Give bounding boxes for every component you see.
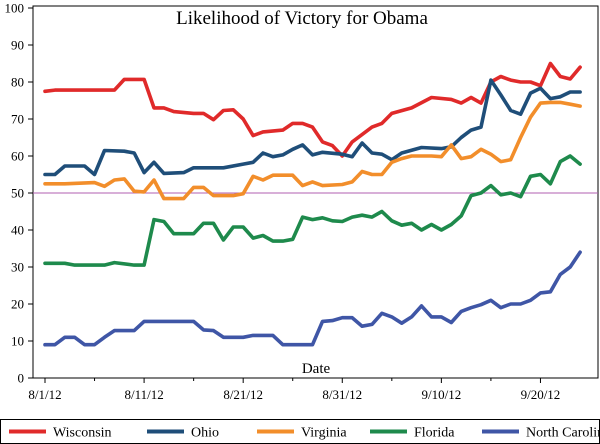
legend: Wisconsin Ohio Virginia Florida North Caroli… bbox=[0, 419, 600, 444]
x-tick-label: 9/20/12 bbox=[521, 387, 561, 402]
plot-area: 0 10 20 30 40 50 60 70 80 90 100 8/1/12 8/11/12 8/21/… bbox=[5, 1, 599, 402]
legend-label-north-carolina: North Carolina bbox=[526, 426, 600, 441]
x-tick-label: 8/21/12 bbox=[223, 387, 263, 402]
y-tick-label: 60 bbox=[11, 149, 24, 164]
series-line-north-carolina bbox=[43, 250, 582, 347]
y-tick-label: 0 bbox=[18, 371, 25, 386]
x-axis-title: Date bbox=[302, 361, 331, 377]
x-tick-label: 9/10/12 bbox=[421, 387, 461, 402]
y-tick-label: 80 bbox=[11, 75, 24, 90]
x-tick-label: 8/31/12 bbox=[322, 387, 362, 402]
y-tick-label: 10 bbox=[11, 334, 24, 349]
y-tick-label: 30 bbox=[11, 260, 24, 275]
series-line-florida bbox=[43, 154, 582, 267]
x-tick-label: 8/1/12 bbox=[28, 387, 61, 402]
chart-title: Likelihood of Victory for Obama bbox=[176, 8, 428, 29]
y-tick-label: 70 bbox=[11, 112, 24, 127]
legend-label-ohio: Ohio bbox=[191, 426, 219, 441]
series-line-ohio bbox=[43, 78, 582, 177]
x-tick-label: 8/11/12 bbox=[124, 387, 163, 402]
y-tick-label: 90 bbox=[11, 38, 24, 53]
legend-label-florida: Florida bbox=[414, 426, 455, 441]
series-line-wisconsin bbox=[43, 61, 582, 158]
y-tick-label: 40 bbox=[11, 223, 24, 238]
y-tick-label: 50 bbox=[11, 186, 24, 201]
legend-label-virginia: Virginia bbox=[301, 426, 347, 441]
y-tick-label: 100 bbox=[5, 1, 25, 16]
series-line-virginia bbox=[43, 100, 582, 201]
y-tick-label: 20 bbox=[11, 297, 24, 312]
legend-label-wisconsin: Wisconsin bbox=[53, 426, 112, 441]
plot-frame bbox=[32, 5, 599, 379]
